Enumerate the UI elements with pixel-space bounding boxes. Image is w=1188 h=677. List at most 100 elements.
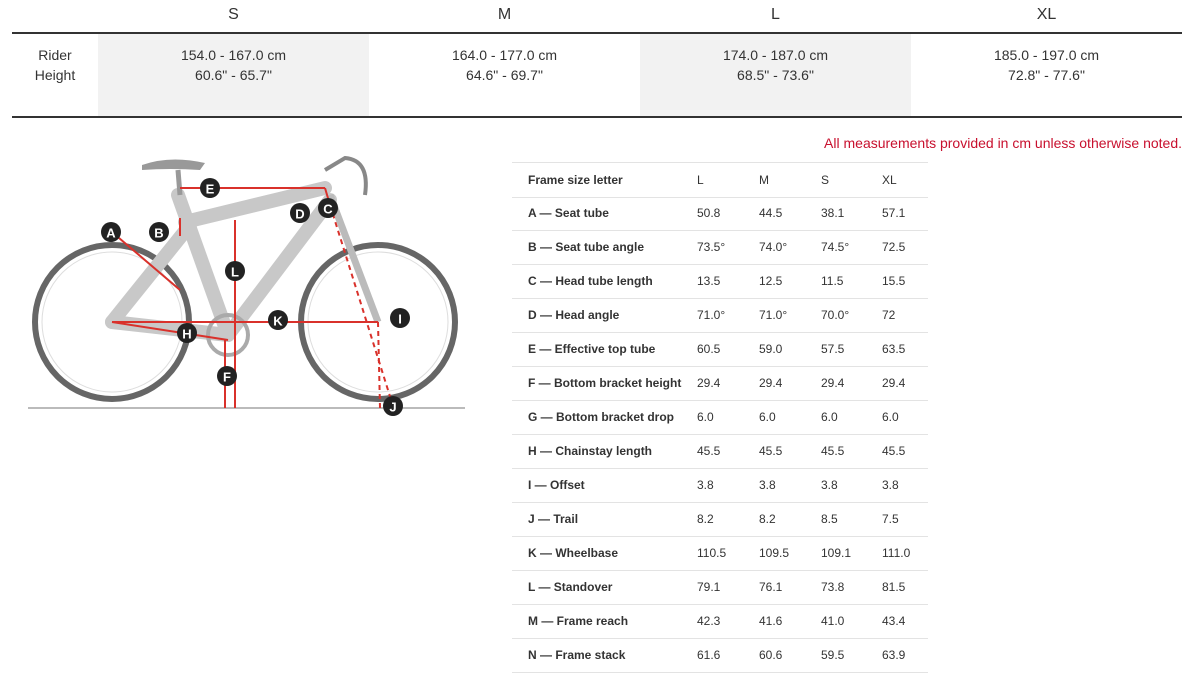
size-header: L <box>771 6 780 23</box>
cell-value: 74.5° <box>821 240 850 254</box>
size-cell: 154.0 - 167.0 cm 60.6" - 65.7" <box>98 34 369 116</box>
table-rule <box>12 116 1182 118</box>
cell-value: 3.8 <box>697 478 714 492</box>
cell-value: 3.8 <box>759 478 776 492</box>
cell-value: 63.9 <box>882 648 906 662</box>
cell-value: 61.6 <box>697 648 721 662</box>
cell-value: 45.5 <box>697 444 721 458</box>
cell-value: 8.2 <box>759 512 776 526</box>
cell-value: 59.0 <box>759 342 783 356</box>
cell-value: 73.8 <box>821 580 845 594</box>
cell-value: 57.1 <box>882 206 906 220</box>
cell-label: D — Head angle <box>528 308 620 322</box>
cell-value: 44.5 <box>759 206 783 220</box>
cell-label: F — Bottom bracket height <box>528 376 682 390</box>
cell-value: 50.8 <box>697 206 721 220</box>
geometry-row: M — Frame reach 42.3 41.6 41.0 43.4 <box>512 604 928 639</box>
cell-value: 3.8 <box>882 478 899 492</box>
size-value: 60.6" - 65.7" <box>195 67 272 83</box>
size-cell: 185.0 - 197.0 cm 72.8" - 77.6" <box>911 34 1182 116</box>
cell-value: 73.5° <box>697 240 726 254</box>
label-letter: J <box>389 400 396 415</box>
label-letter: A <box>106 226 116 241</box>
geometry-row: C — Head tube length 13.5 12.5 11.5 15.5 <box>512 264 928 299</box>
cell-value: 76.1 <box>759 580 783 594</box>
cell-value: 15.5 <box>882 274 906 288</box>
geometry-row: A — Seat tube 50.8 44.5 38.1 57.1 <box>512 196 928 231</box>
cell-label: A — Seat tube <box>528 206 609 220</box>
cell-value: 6.0 <box>759 410 776 424</box>
cell-label: M — Frame reach <box>528 614 629 628</box>
geometry-row: L — Standover 79.1 76.1 73.8 81.5 <box>512 570 928 605</box>
cell-value: 42.3 <box>697 614 721 628</box>
label-bubble <box>200 178 220 198</box>
cell-value: 111.0 <box>882 546 911 560</box>
size-value: 164.0 - 177.0 cm <box>451 47 558 63</box>
size-header: S <box>228 6 239 23</box>
cell-value: XL <box>882 173 897 187</box>
cell-value: 71.0° <box>697 308 726 322</box>
geometry-row: K — Wheelbase 110.5 109.5 109.1 111.0 <box>512 536 928 571</box>
cell-value: 79.1 <box>697 580 721 594</box>
cell-value: 70.0° <box>821 308 850 322</box>
cell-value: 63.5 <box>882 342 906 356</box>
cell-value: 8.5 <box>821 512 838 526</box>
cell-value: 74.0° <box>759 240 788 254</box>
cell-label: Frame size letter <box>528 173 623 187</box>
cell-value: 38.1 <box>821 206 845 220</box>
cell-value: L <box>697 173 704 187</box>
label-letter: B <box>154 226 163 241</box>
cell-value: 12.5 <box>759 274 783 288</box>
label-bubble <box>290 203 310 223</box>
geometry-row: F — Bottom bracket height 29.4 29.4 29.4 29.… <box>512 366 928 401</box>
geometry-row: I — Offset 3.8 3.8 3.8 3.8 <box>512 468 928 503</box>
size-value: 68.5" - 73.6" <box>737 67 814 83</box>
cell-value: 29.4 <box>882 376 906 390</box>
geometry-row: D — Head angle 71.0° 71.0° 70.0° 72 <box>512 298 928 333</box>
cell-value: 45.5 <box>821 444 845 458</box>
geometry-row: H — Chainstay length 45.5 45.5 45.5 45.5 <box>512 434 928 469</box>
cell-label: H — Chainstay length <box>528 444 653 458</box>
cell-value: 41.0 <box>821 614 845 628</box>
size-cell: 164.0 - 177.0 cm 64.6" - 69.7" <box>369 34 640 116</box>
label-bubble <box>177 323 197 343</box>
label-letter: E <box>206 182 215 197</box>
cell-label: G — Bottom bracket drop <box>528 410 675 424</box>
label-letter: D <box>295 207 304 222</box>
cell-value: 6.0 <box>697 410 714 424</box>
bike-diagram: E D C A B L K H I F J <box>28 155 465 416</box>
cell-value: 72 <box>882 308 896 322</box>
cell-value: M <box>759 173 769 187</box>
row-label: Rider Height <box>34 47 76 83</box>
size-header: XL <box>1036 6 1057 23</box>
cell-value: 60.5 <box>697 342 721 356</box>
cell-value: 43.4 <box>882 614 906 628</box>
cell-value: 72.5 <box>882 240 906 254</box>
geometry-row: B — Seat tube angle 73.5° 74.0° 74.5° 72.5 <box>512 230 928 265</box>
label-bubble <box>101 222 121 242</box>
cell-value: 3.8 <box>821 478 838 492</box>
cell-label: K — Wheelbase <box>528 546 619 560</box>
cell-value: 109.5 <box>759 546 790 560</box>
label-bubble <box>383 396 403 416</box>
label-letter: C <box>323 202 333 217</box>
label-letter: F <box>223 370 231 385</box>
cell-value: 57.5 <box>821 342 845 356</box>
cell-value: 13.5 <box>697 274 721 288</box>
geometry-row: E — Effective top tube 60.5 59.0 57.5 63.5 <box>512 332 928 367</box>
label-bubble <box>149 222 169 242</box>
label-bubble <box>318 198 338 218</box>
size-value: 154.0 - 167.0 cm <box>180 47 287 63</box>
cell-value: 60.6 <box>759 648 783 662</box>
size-value: 174.0 - 187.0 cm <box>722 47 829 63</box>
cell-value: 59.5 <box>821 648 845 662</box>
cell-value: 41.6 <box>759 614 783 628</box>
cell-value: 45.5 <box>882 444 906 458</box>
size-cell: 174.0 - 187.0 cm 68.5" - 73.6" <box>640 34 911 116</box>
cell-value: 11.5 <box>821 274 844 288</box>
size-value: 185.0 - 197.0 cm <box>993 47 1100 63</box>
cell-value: 109.1 <box>821 546 852 560</box>
cell-value: 110.5 <box>697 546 727 560</box>
cell-value: S <box>821 173 830 187</box>
